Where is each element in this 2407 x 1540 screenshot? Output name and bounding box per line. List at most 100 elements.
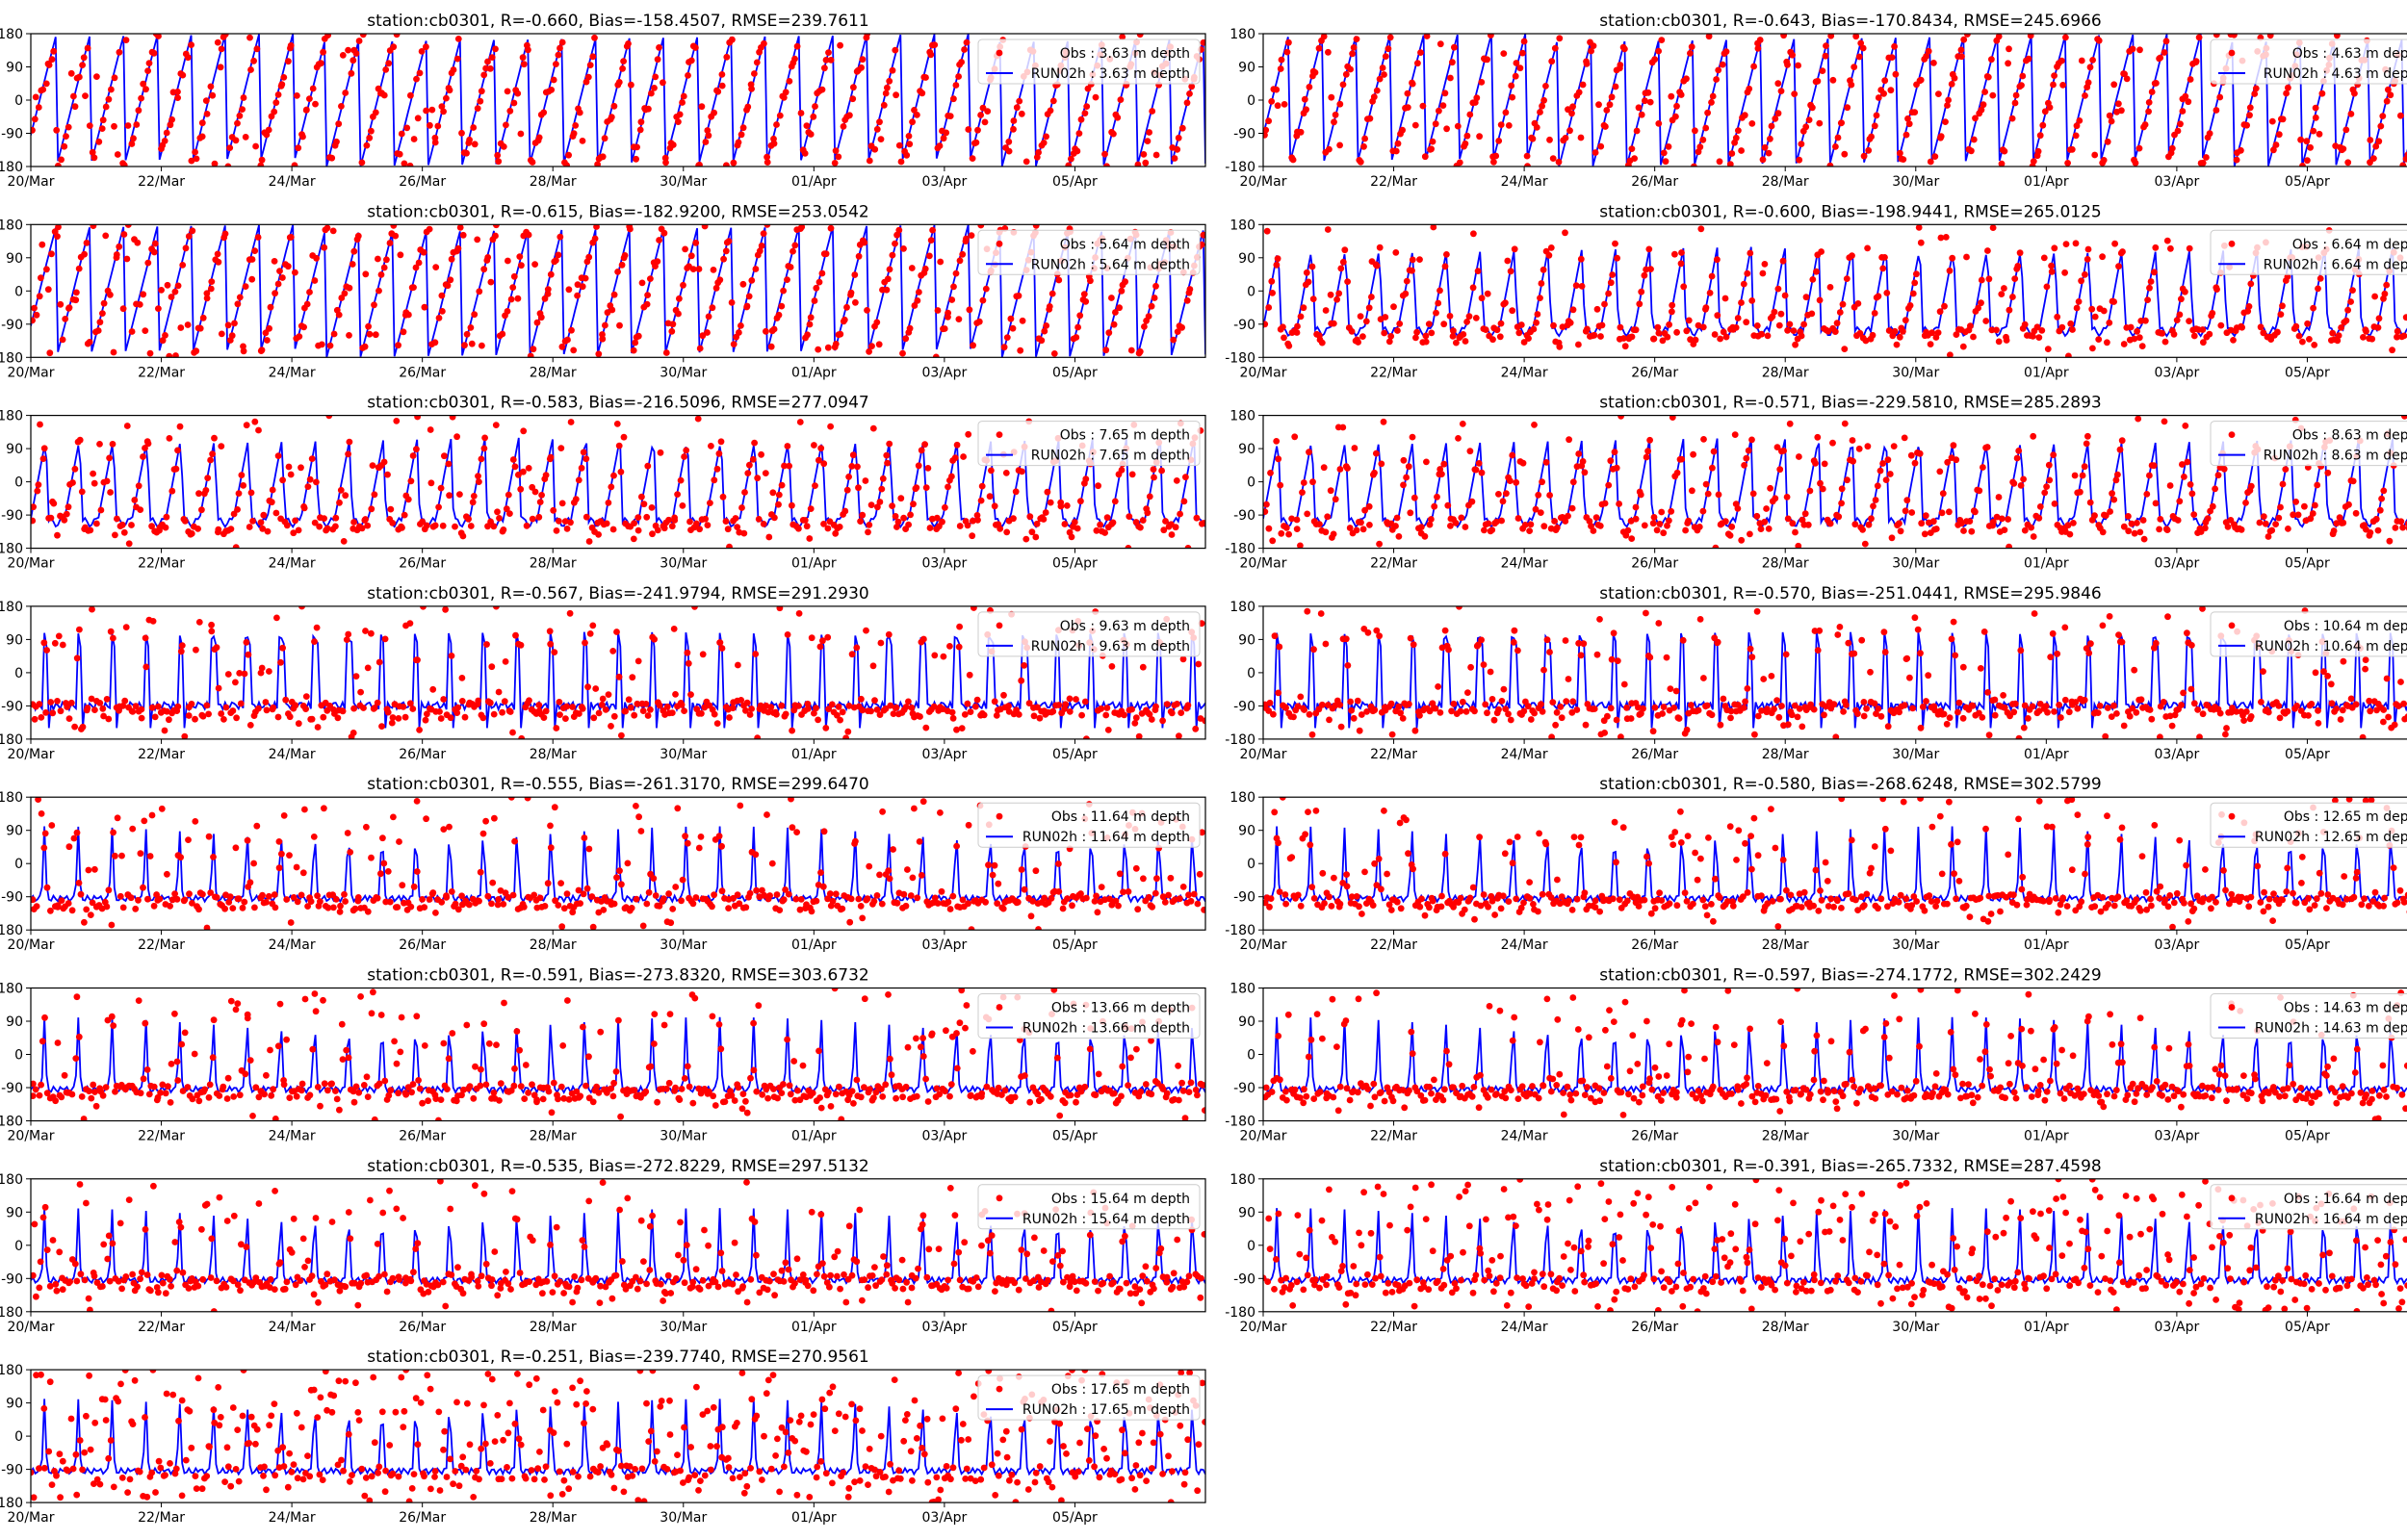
obs-point <box>340 538 348 545</box>
obs-point <box>185 233 193 240</box>
obs-point <box>453 433 460 441</box>
obs-point <box>100 299 108 307</box>
obs-point <box>1055 888 1063 895</box>
obs-point <box>1549 699 1557 706</box>
obs-point <box>970 517 976 525</box>
obs-point <box>73 829 81 836</box>
obs-point <box>240 347 247 355</box>
obs-point <box>272 509 280 517</box>
obs-point <box>1022 158 1030 166</box>
obs-point <box>54 902 62 909</box>
obs-point <box>1176 895 1183 903</box>
obs-point <box>2146 472 2153 479</box>
obs-point <box>952 82 960 89</box>
obs-point <box>199 890 206 898</box>
obs-point <box>368 127 375 135</box>
obs-point <box>945 898 952 906</box>
obs-point <box>450 66 457 73</box>
obs-point <box>287 41 295 49</box>
obs-point <box>678 897 685 905</box>
obs-point <box>1643 453 1650 461</box>
obs-point <box>272 904 279 911</box>
obs-point <box>1591 331 1598 339</box>
obs-point <box>65 503 72 511</box>
obs-point <box>798 224 806 231</box>
obs-point <box>1777 310 1785 318</box>
obs-point <box>1381 71 1387 78</box>
obs-point <box>2021 702 2029 709</box>
obs-point <box>2118 638 2126 646</box>
obs-point <box>1989 91 1997 99</box>
panel-title: station:cb0301, R=-0.571, Bias=-229.5810… <box>1599 394 2101 413</box>
obs-point <box>1297 128 1305 136</box>
obs-point <box>963 235 970 243</box>
obs-point <box>999 905 1007 912</box>
obs-point <box>847 289 855 296</box>
obs-point <box>1168 709 1176 717</box>
obs-point <box>2058 714 2064 721</box>
obs-point <box>1022 535 1030 543</box>
obs-point <box>722 247 730 255</box>
y-tick-label: 90 <box>1238 251 1255 267</box>
obs-point <box>2112 476 2120 484</box>
obs-point <box>338 103 345 110</box>
obs-point <box>441 452 448 460</box>
obs-point <box>808 634 815 642</box>
obs-point <box>900 890 908 898</box>
obs-point <box>2064 522 2072 529</box>
obs-point <box>965 430 972 438</box>
obs-point <box>2245 303 2253 310</box>
obs-point <box>2001 704 2008 711</box>
obs-point <box>2161 49 2168 56</box>
obs-point <box>174 447 181 454</box>
obs-point <box>205 710 213 718</box>
obs-point <box>1519 49 1526 57</box>
obs-point <box>479 714 487 722</box>
obs-point <box>1708 711 1716 719</box>
x-tick-label: 30/Mar <box>660 556 707 572</box>
obs-point <box>275 838 283 845</box>
obs-point <box>527 352 534 358</box>
obs-point <box>283 896 291 903</box>
obs-point <box>49 709 57 717</box>
obs-point <box>845 703 853 709</box>
obs-point <box>792 895 800 903</box>
obs-point <box>278 850 285 858</box>
obs-point <box>1355 339 1361 346</box>
obs-point <box>345 46 351 54</box>
obs-point <box>1417 524 1425 530</box>
obs-point <box>1174 145 1181 153</box>
obs-point <box>248 256 256 263</box>
obs-point <box>776 605 784 612</box>
obs-point <box>1826 520 1834 527</box>
obs-point <box>119 305 127 313</box>
obs-point <box>1492 152 1500 160</box>
obs-point <box>687 252 695 260</box>
obs-point <box>1466 448 1474 455</box>
obs-point <box>1002 470 1010 476</box>
obs-point <box>1344 465 1351 472</box>
obs-point <box>797 896 805 903</box>
obs-point <box>922 74 929 81</box>
obs-point <box>795 703 802 709</box>
obs-point <box>1643 266 1649 273</box>
obs-point <box>918 447 925 454</box>
obs-point <box>848 651 856 658</box>
obs-point <box>2157 733 2163 739</box>
obs-point <box>946 113 954 119</box>
obs-point <box>1658 508 1666 516</box>
x-tick-label: 05/Apr <box>2285 174 2330 190</box>
obs-point <box>1929 518 1937 526</box>
legend-obs-label: Obs : 10.64 m depth <box>2284 619 2407 634</box>
obs-point <box>2272 521 2280 527</box>
obs-point <box>1277 65 1284 72</box>
obs-point <box>1931 153 1939 161</box>
obs-point <box>1786 420 1794 427</box>
obs-point <box>651 85 658 91</box>
obs-point <box>885 867 893 874</box>
obs-point <box>886 875 893 883</box>
obs-point <box>1677 91 1685 98</box>
obs-point <box>956 257 964 265</box>
obs-point <box>1575 640 1582 647</box>
obs-point <box>969 532 976 540</box>
